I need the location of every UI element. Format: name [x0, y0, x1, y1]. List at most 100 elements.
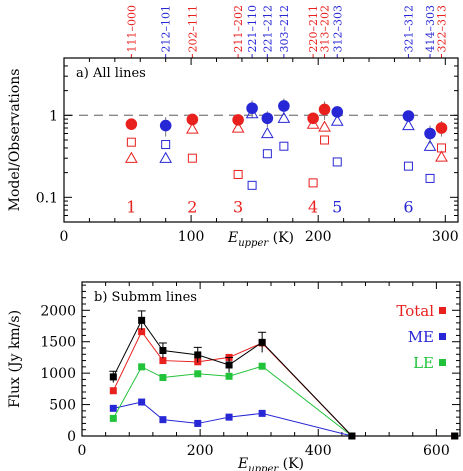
- model-ratio-point: [159, 119, 172, 132]
- triangle-point: [435, 150, 448, 162]
- panel-b-series: [109, 310, 459, 440]
- legend-label: Total: [396, 302, 434, 320]
- panel-b-x-axis-label: Eupper (K): [237, 456, 304, 471]
- group-number: 1: [126, 198, 136, 217]
- legend-swatch: [439, 307, 446, 314]
- triangle-point: [318, 120, 331, 132]
- triangle-point: [402, 119, 415, 131]
- group-number: 5: [332, 198, 342, 217]
- transition-label: 312–303: [331, 5, 344, 53]
- data-marker: [194, 370, 202, 378]
- transition-label: 414–303: [424, 5, 437, 53]
- square-point: [126, 137, 136, 147]
- data-marker: [138, 398, 146, 406]
- data-marker: [109, 414, 117, 422]
- triangle-point: [186, 122, 199, 134]
- data-marker: [159, 416, 167, 424]
- x-tick-label: 300: [432, 229, 459, 245]
- x-label-sub: upper: [238, 238, 269, 249]
- legend-label: LE: [413, 354, 434, 372]
- transition-label: 111–000: [125, 5, 138, 53]
- square-point: [308, 178, 318, 188]
- data-marker: [138, 363, 146, 371]
- square-point: [187, 153, 197, 163]
- panel-b-label: b) Submm lines: [94, 290, 197, 305]
- data-marker: [138, 328, 146, 336]
- transition-label: 221–110: [246, 5, 259, 53]
- transition-label: 221–212: [261, 5, 274, 53]
- group-number: 2: [187, 198, 197, 217]
- y-tick-label: 0: [67, 429, 76, 445]
- model-ratio-point: [402, 110, 415, 122]
- transition-labels: 111–000 212–101 202–111 211–202 221–110 221–2…: [125, 5, 448, 58]
- legend-swatch: [439, 359, 446, 366]
- data-marker: [109, 373, 117, 381]
- x-tick-label: 600: [423, 443, 450, 459]
- panel-b-y-axis-label: Flux (Jy km/s): [7, 310, 23, 408]
- data-marker: [451, 432, 459, 440]
- transition-label: 313–202: [319, 5, 332, 53]
- panel-a-y-axis-label: Model/Observations: [7, 69, 23, 212]
- panel-b-submm-lines: 0 200 400 600 0 500 1000 1500 2000 Total ME LE b) …: [7, 281, 461, 471]
- x-tick-label: 200: [305, 229, 332, 245]
- square-point: [436, 143, 446, 153]
- data-marker: [194, 351, 202, 359]
- square-point: [403, 161, 413, 171]
- group-number: 6: [403, 198, 413, 217]
- data-marker: [258, 409, 266, 417]
- model-ratio-point: [261, 112, 274, 125]
- legend-label: ME: [408, 328, 434, 346]
- data-marker: [348, 432, 356, 440]
- y-tick-label: 1: [49, 108, 58, 124]
- panel-a-data-points: [124, 98, 448, 190]
- model-ratio-point: [424, 127, 436, 140]
- x-tick-label: 200: [187, 443, 214, 459]
- data-marker: [225, 372, 233, 380]
- triangle-point: [245, 107, 259, 119]
- square-point: [262, 149, 272, 159]
- y-tick-label: 1000: [40, 366, 76, 382]
- data-marker: [109, 404, 117, 412]
- data-marker: [138, 316, 146, 324]
- data-marker: [258, 338, 266, 346]
- panel-a-ticks: 0 100 200 300 0.1 1: [36, 57, 459, 245]
- x-label-var: E: [227, 230, 238, 246]
- model-ratio-point: [125, 118, 138, 130]
- model-ratio-point: [232, 114, 244, 126]
- y-tick-label: 1500: [40, 335, 76, 351]
- y-tick-label: 0.1: [36, 190, 58, 206]
- model-ratio-point: [278, 100, 290, 112]
- x-label-unit: (K): [278, 456, 304, 471]
- transition-label: 303–212: [278, 5, 291, 53]
- panel-a-all-lines: 111–000 212–101 202–111 211–202 221–110 221–2…: [7, 5, 459, 249]
- transition-label: 211–202: [232, 5, 245, 53]
- triangle-point: [277, 111, 291, 123]
- y-tick-label: 500: [49, 398, 76, 414]
- triangle-point: [306, 117, 320, 129]
- data-marker: [194, 419, 202, 427]
- square-point: [233, 169, 243, 179]
- square-point: [247, 180, 257, 190]
- square-point: [425, 173, 435, 183]
- model-ratio-point: [435, 122, 448, 134]
- group-number: 4: [308, 198, 318, 217]
- triangle-point: [330, 114, 344, 126]
- model-ratio-point: [318, 103, 331, 116]
- x-label-unit: (K): [268, 230, 294, 246]
- data-marker: [225, 413, 233, 421]
- x-tick-label: 100: [178, 229, 205, 245]
- panel-a-frame: [63, 57, 459, 223]
- square-point: [161, 140, 171, 150]
- square-point: [332, 157, 342, 167]
- data-marker: [109, 387, 117, 395]
- triangle-point: [231, 121, 245, 133]
- square-point: [279, 141, 289, 151]
- data-marker: [159, 374, 167, 382]
- panel-a-x-axis-label: Eupper (K): [227, 230, 294, 249]
- data-marker: [258, 362, 266, 370]
- legend-swatch: [439, 333, 446, 340]
- x-tick-label: 0: [60, 229, 69, 245]
- transition-label: 212–101: [160, 5, 173, 53]
